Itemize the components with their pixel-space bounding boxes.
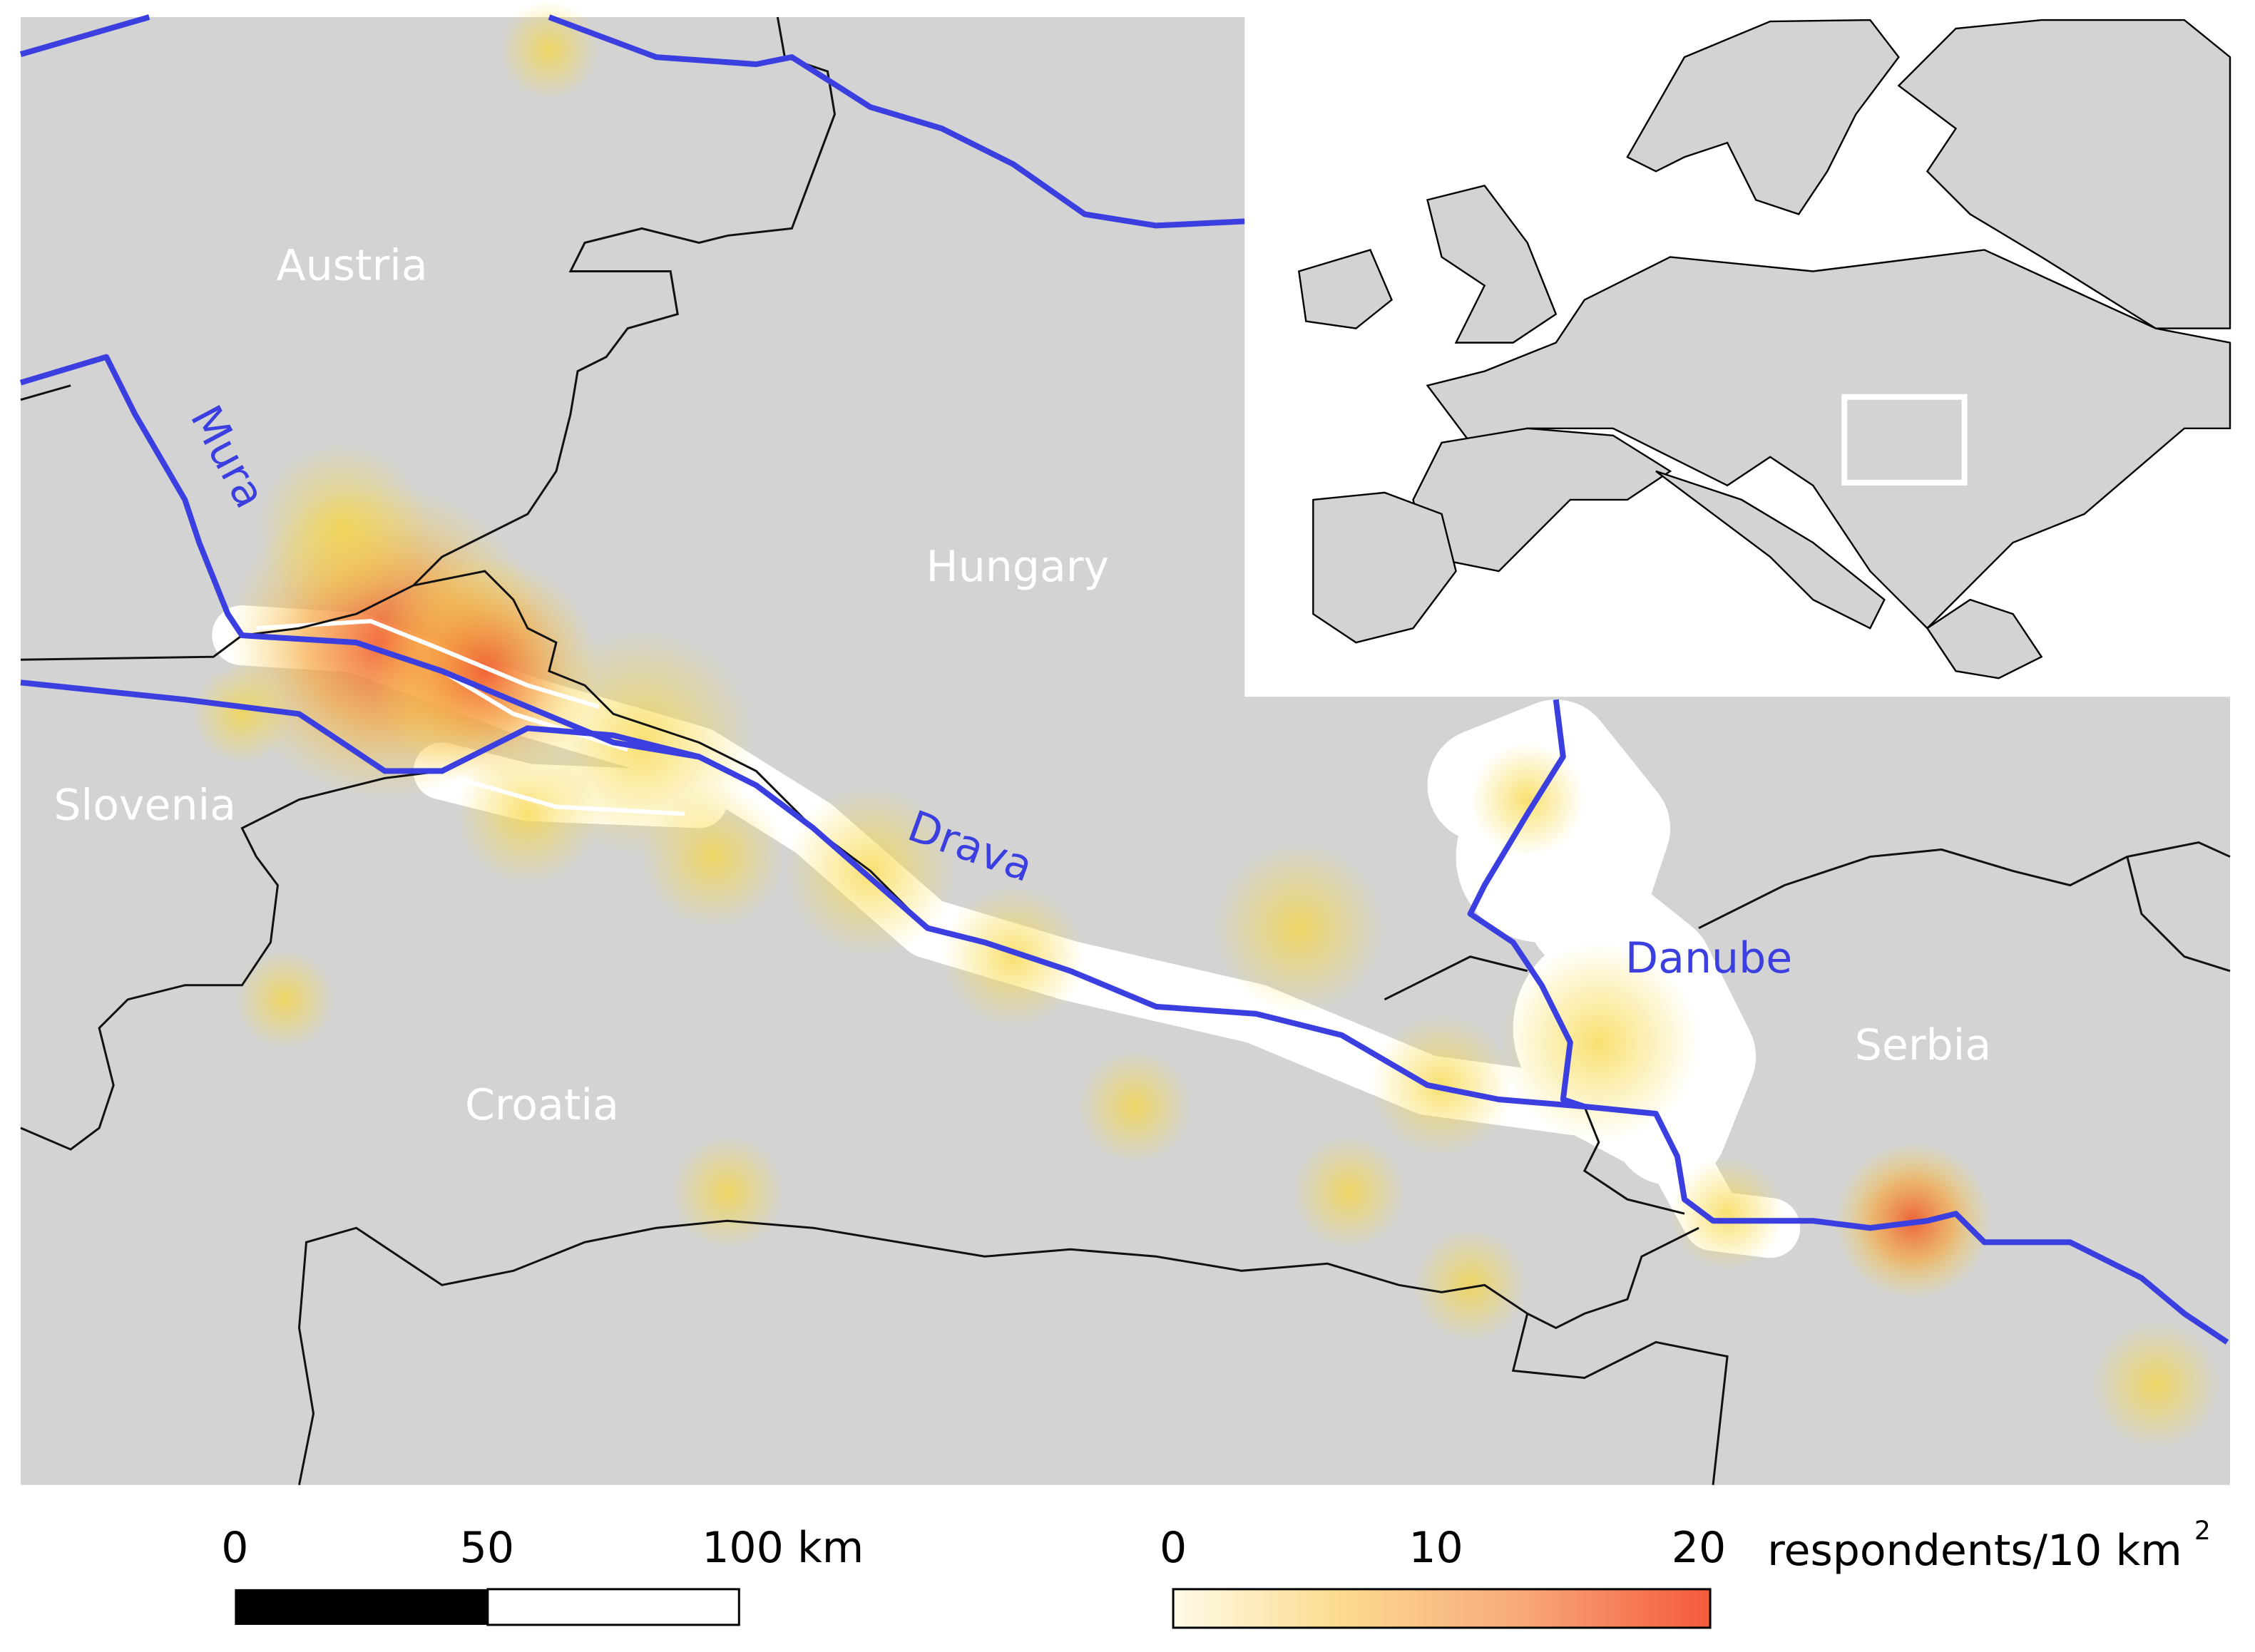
borders [20,16,2231,1485]
density-unit: respondents/10 km [1767,1526,2182,1576]
density-surface [192,0,2220,1450]
country-label: Serbia [1855,1020,1991,1070]
country-label: Croatia [465,1080,619,1130]
scale-bar-label: 50 [460,1523,514,1573]
density-unit-superscript: 2 [2194,1517,2211,1546]
scale-bar-label: 100 km [702,1523,864,1573]
inset-map [1244,17,2231,697]
country-label: Austria [276,241,427,291]
scale-bar-black [235,1589,488,1625]
density-tick-label: 0 [1160,1523,1187,1573]
country-label: Slovenia [53,780,236,830]
river-label: Danube [1625,933,1792,983]
density-tick-label: 20 [1672,1523,1726,1573]
rivers [19,14,2229,1345]
scale-bar-label: 0 [221,1523,248,1573]
scale-bar-white [486,1588,740,1626]
density-tick-label: 10 [1408,1523,1463,1573]
density-color-scale [1172,1588,1712,1629]
country-label: Hungary [926,542,1109,592]
